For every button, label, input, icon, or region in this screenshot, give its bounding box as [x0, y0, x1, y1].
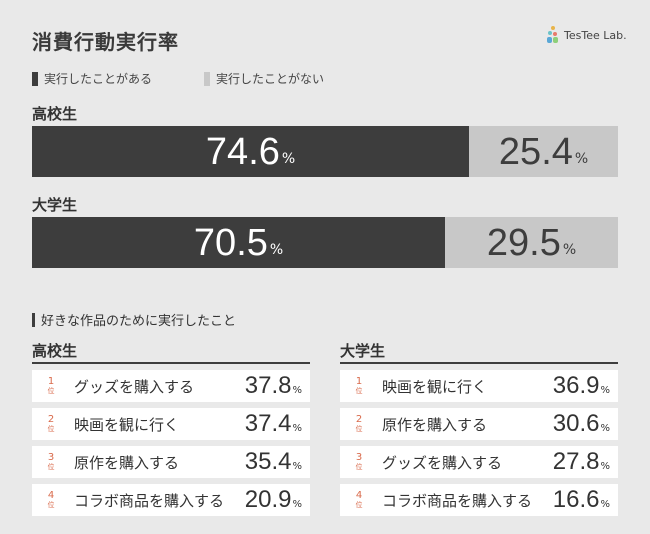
rank-number: 4 [47, 490, 55, 501]
bar-segment-no: 29.5% [445, 217, 618, 268]
ranking-row: 3 位原作を購入する 35.4% [32, 446, 310, 478]
ranking-value: 35.4 [244, 448, 292, 475]
ranking-item-label: 原作を購入する [74, 453, 180, 472]
ranking-column-title: 高校生 [32, 342, 78, 360]
rank-unit: 位 [355, 387, 363, 395]
percent-sign: % [292, 422, 302, 434]
percent-sign: % [562, 241, 577, 258]
ranking-value: 36.9 [552, 372, 600, 399]
bar-segment-yes: 74.6% [32, 126, 470, 177]
ranking-value: 30.6 [552, 410, 600, 437]
percent-sign: % [600, 460, 610, 472]
data-label: 70.5 [193, 221, 268, 264]
percent-sign: % [292, 460, 302, 472]
ranking-column-highschool: 高校生 1 位グッズを購入する 37.8% 2 位映画を観に行く 37.4% 3 位原作を購入… [32, 340, 310, 516]
ranking-row: 4 位コラボ商品を購入する 20.9% [32, 484, 310, 516]
ranking-item-label: コラボ商品を購入する [74, 491, 225, 510]
rank-unit: 位 [47, 463, 55, 471]
bar-group-label-university: 大学生 [32, 196, 78, 214]
ranking-row: 1 位映画を観に行く 36.9% [340, 370, 618, 402]
ranking-column-title: 大学生 [340, 342, 386, 360]
ranking-value: 37.8 [244, 372, 292, 399]
rank-number: 2 [47, 414, 55, 425]
legend-label-no: 実行したことがない [216, 72, 325, 86]
ranking-row: 1 位グッズを購入する 37.8% [32, 370, 310, 402]
bar-group-label-highschool: 高校生 [32, 105, 78, 123]
rank-unit: 位 [355, 501, 363, 509]
ranking-column-university: 大学生 1 位映画を観に行く 36.9% 2 位原作を購入する 30.6% 3 位グッズを購入… [340, 340, 618, 516]
stacked-bar-highschool: 74.6% 25.4% [32, 126, 618, 177]
percent-sign: % [269, 241, 284, 258]
bar-segment-no: 25.4% [469, 126, 618, 177]
rank-unit: 位 [47, 387, 55, 395]
percent-sign: % [600, 422, 610, 434]
rank-number: 3 [355, 452, 363, 463]
data-label: 74.6 [205, 130, 280, 173]
ranking-row: 2 位映画を観に行く 37.4% [32, 408, 310, 440]
rank-unit: 位 [355, 425, 363, 433]
ranking-section-title: 好きな作品のために実行したこと [32, 310, 236, 329]
rank-number: 1 [355, 376, 363, 387]
stacked-bar-university: 70.5% 29.5% [32, 217, 618, 268]
percent-sign: % [281, 150, 296, 167]
ranking-value: 27.8 [552, 448, 600, 475]
ranking-item-label: グッズを購入する [382, 453, 503, 472]
column-divider [340, 362, 618, 364]
percent-sign: % [600, 498, 610, 510]
ranking-row: 3 位グッズを購入する 27.8% [340, 446, 618, 478]
rank-unit: 位 [47, 501, 55, 509]
ranking-item-label: 映画を観に行く [74, 415, 180, 434]
data-label: 29.5 [486, 221, 561, 264]
legend-swatch-no [204, 71, 210, 86]
ranking-value: 20.9 [244, 486, 292, 513]
percent-sign: % [292, 384, 302, 396]
legend-swatch-yes [32, 71, 38, 86]
column-divider [32, 362, 310, 364]
rank-number: 2 [355, 414, 363, 425]
rank-number: 4 [355, 490, 363, 501]
percent-sign: % [574, 150, 589, 167]
ranking-value: 37.4 [244, 410, 292, 437]
brand-name: TesTee Lab. [564, 28, 627, 42]
ranking-item-label: コラボ商品を購入する [382, 491, 533, 510]
ranking-row: 2 位原作を購入する 30.6% [340, 408, 618, 440]
rank-number: 3 [47, 452, 55, 463]
ranking-value: 16.6 [552, 486, 600, 513]
data-label: 25.4 [498, 130, 573, 173]
ranking-item-label: グッズを購入する [74, 377, 195, 396]
legend-label-yes: 実行したことがある [44, 72, 153, 86]
ranking-row: 4 位コラボ商品を購入する 16.6% [340, 484, 618, 516]
rank-unit: 位 [47, 425, 55, 433]
rank-number: 1 [47, 376, 55, 387]
percent-sign: % [600, 384, 610, 396]
ranking-item-label: 原作を購入する [382, 415, 488, 434]
legend-item-no: 実行したことがない [204, 70, 324, 87]
percent-sign: % [292, 498, 302, 510]
rank-unit: 位 [355, 463, 363, 471]
testee-logo-icon [546, 26, 560, 44]
brand-logo: TesTee Lab. [546, 26, 627, 44]
legend-item-yes: 実行したことがある [32, 70, 152, 87]
bar-segment-yes: 70.5% [32, 217, 446, 268]
page-title: 消費行動実行率 [32, 30, 179, 54]
section-marker [32, 312, 35, 327]
ranking-item-label: 映画を観に行く [382, 377, 488, 396]
ranking-title: 好きな作品のために実行したこと [41, 314, 237, 329]
